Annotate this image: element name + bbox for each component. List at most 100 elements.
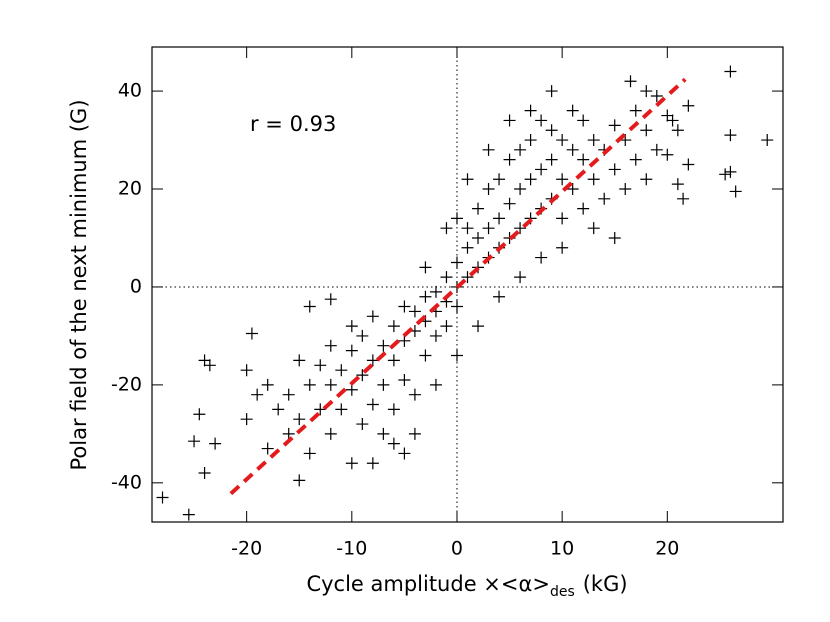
point bbox=[377, 339, 390, 352]
point bbox=[587, 222, 600, 235]
point bbox=[293, 413, 306, 426]
point bbox=[419, 349, 432, 362]
point bbox=[640, 85, 653, 98]
point bbox=[566, 104, 579, 117]
x-tick-label: 0 bbox=[451, 538, 463, 560]
point bbox=[282, 388, 295, 401]
point bbox=[761, 134, 774, 147]
point bbox=[472, 231, 485, 244]
point bbox=[366, 310, 379, 323]
point bbox=[514, 183, 527, 196]
point bbox=[461, 271, 474, 284]
x-axis-label: Cycle amplitude ×<α>des (kG) bbox=[306, 572, 627, 600]
point bbox=[245, 327, 258, 340]
point bbox=[335, 364, 348, 377]
point bbox=[366, 398, 379, 411]
point bbox=[461, 241, 474, 254]
point bbox=[472, 320, 485, 333]
point bbox=[482, 183, 495, 196]
annotation: r = 0.93 bbox=[250, 112, 336, 136]
point bbox=[419, 290, 432, 303]
point bbox=[429, 285, 442, 298]
point bbox=[387, 437, 400, 450]
point bbox=[482, 143, 495, 156]
point bbox=[677, 192, 690, 205]
point bbox=[293, 474, 306, 487]
point bbox=[345, 320, 358, 333]
point bbox=[503, 114, 516, 127]
point bbox=[545, 153, 558, 166]
point bbox=[398, 300, 411, 313]
point bbox=[408, 427, 421, 440]
point bbox=[682, 158, 695, 171]
point bbox=[303, 447, 316, 460]
point bbox=[450, 212, 463, 225]
point bbox=[356, 369, 369, 382]
point bbox=[682, 99, 695, 112]
point bbox=[535, 163, 548, 176]
point bbox=[377, 378, 390, 391]
point bbox=[282, 427, 295, 440]
point bbox=[577, 202, 590, 215]
point bbox=[514, 271, 527, 284]
fit-line bbox=[229, 77, 687, 496]
point bbox=[398, 334, 411, 347]
point bbox=[661, 109, 674, 122]
point bbox=[629, 153, 642, 166]
point bbox=[387, 354, 400, 367]
point bbox=[524, 134, 537, 147]
point bbox=[356, 329, 369, 342]
y-tick-label: 0 bbox=[130, 275, 142, 297]
point bbox=[450, 256, 463, 269]
point bbox=[666, 114, 679, 127]
point bbox=[450, 349, 463, 362]
y-tick-label: -40 bbox=[111, 471, 142, 493]
point bbox=[440, 320, 453, 333]
point bbox=[608, 231, 621, 244]
point bbox=[419, 261, 432, 274]
point bbox=[440, 222, 453, 235]
point bbox=[261, 442, 274, 455]
point bbox=[524, 104, 537, 117]
point bbox=[440, 271, 453, 284]
point bbox=[408, 305, 421, 318]
x-label-unit: (kG) bbox=[583, 572, 628, 596]
point bbox=[203, 359, 216, 372]
point bbox=[461, 173, 474, 186]
point bbox=[398, 447, 411, 460]
point bbox=[566, 143, 579, 156]
point bbox=[198, 354, 211, 367]
point bbox=[556, 241, 569, 254]
point bbox=[387, 403, 400, 416]
point bbox=[493, 290, 506, 303]
point bbox=[324, 293, 337, 306]
point bbox=[640, 173, 653, 186]
point bbox=[514, 143, 527, 156]
x-tick-label: 20 bbox=[655, 538, 679, 560]
point bbox=[345, 344, 358, 357]
point bbox=[240, 413, 253, 426]
point bbox=[598, 192, 611, 205]
x-tick-label: 10 bbox=[550, 538, 574, 560]
point bbox=[193, 408, 206, 421]
point bbox=[624, 75, 637, 88]
x-tick-label: -10 bbox=[336, 538, 367, 560]
point bbox=[461, 222, 474, 235]
point bbox=[240, 364, 253, 377]
point bbox=[366, 354, 379, 367]
point bbox=[545, 124, 558, 137]
point bbox=[608, 119, 621, 132]
point bbox=[545, 85, 558, 98]
point bbox=[303, 378, 316, 391]
point bbox=[261, 378, 274, 391]
point bbox=[272, 403, 285, 416]
point bbox=[398, 373, 411, 386]
point bbox=[408, 388, 421, 401]
point bbox=[566, 183, 579, 196]
point bbox=[188, 435, 201, 448]
point bbox=[535, 251, 548, 264]
point bbox=[577, 114, 590, 127]
point bbox=[661, 148, 674, 161]
point bbox=[650, 143, 663, 156]
point bbox=[719, 168, 732, 181]
